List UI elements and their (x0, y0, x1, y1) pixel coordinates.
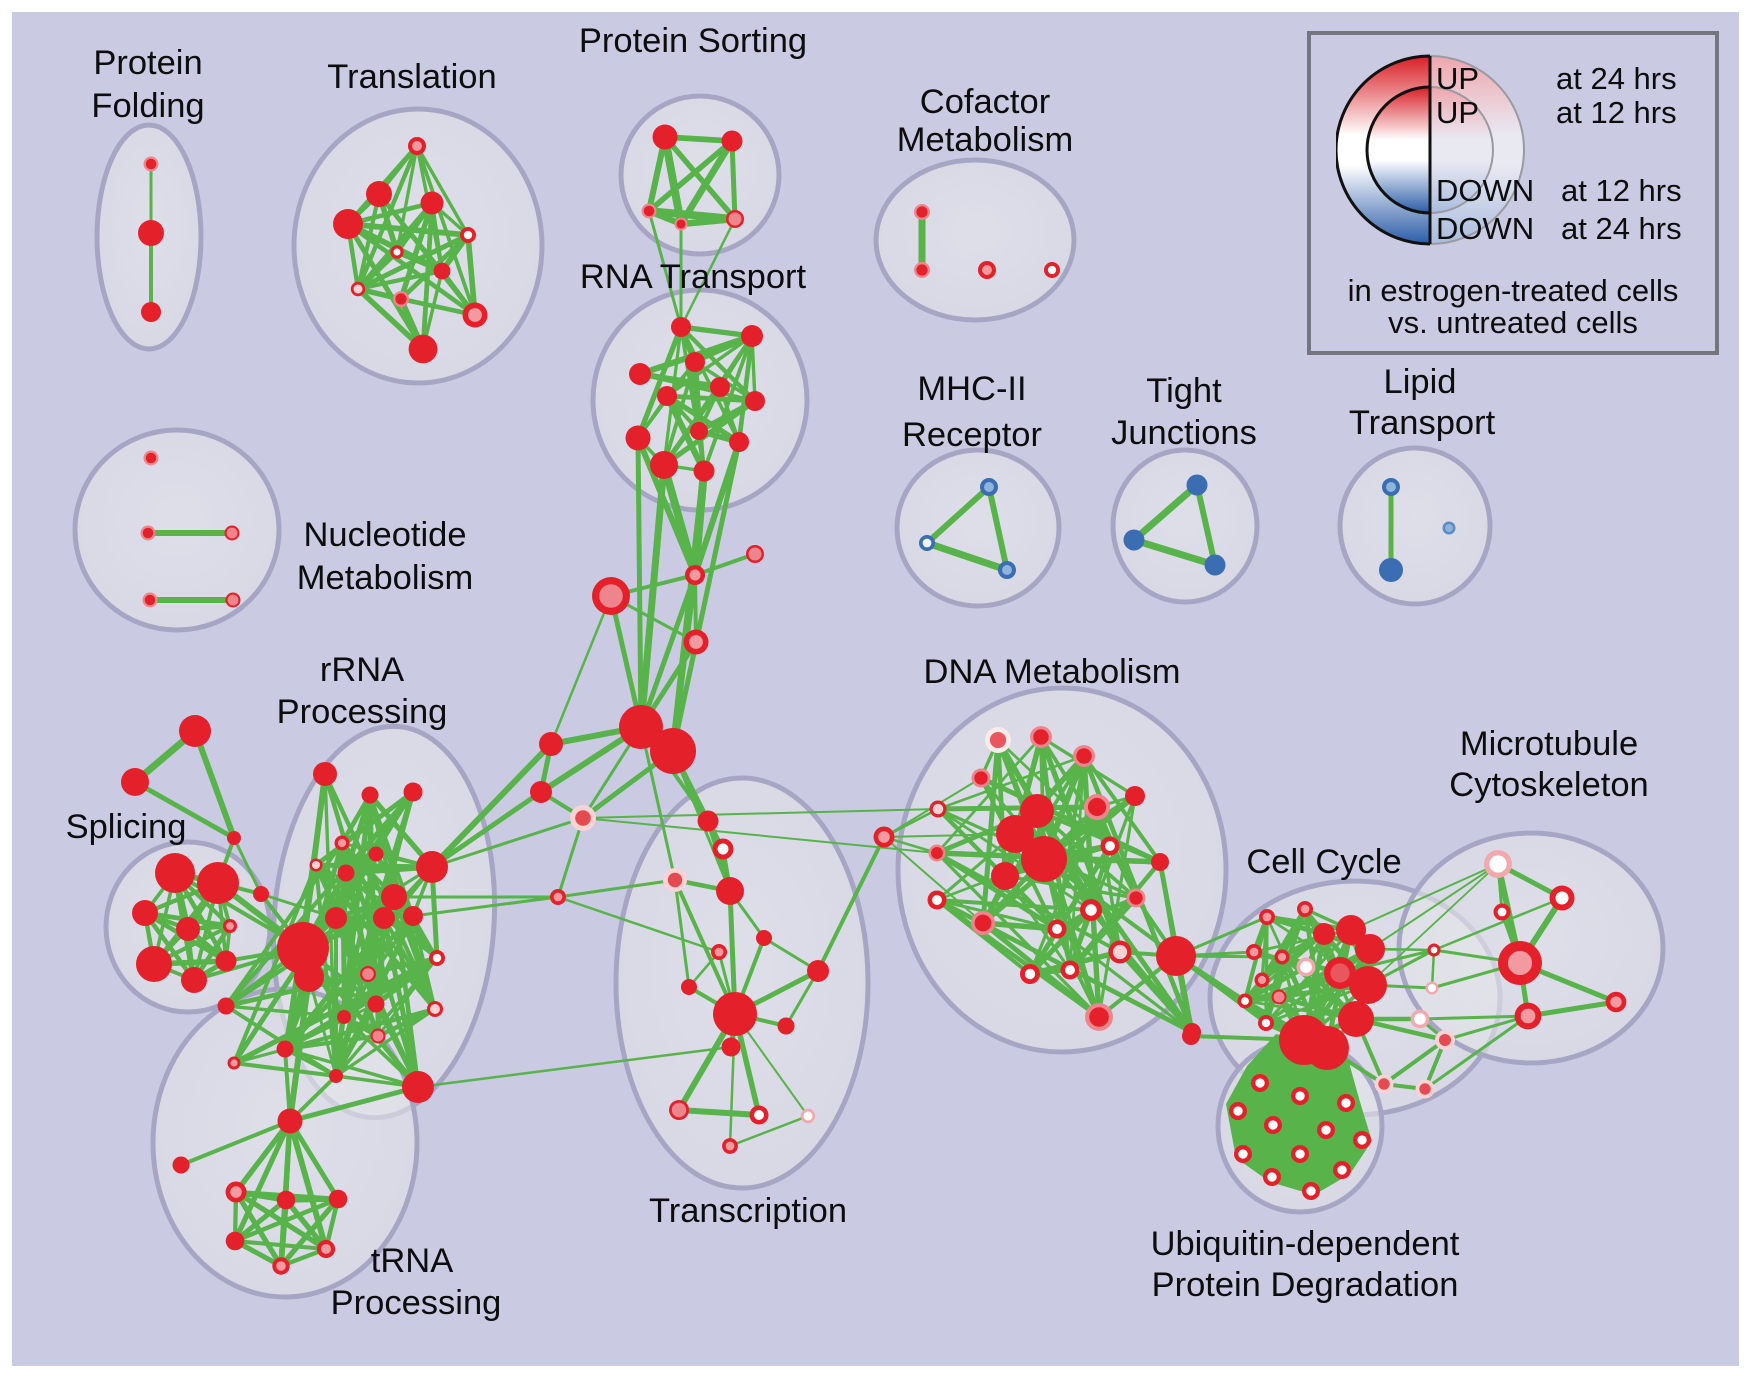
svg-text:RNA Transport: RNA Transport (580, 258, 807, 296)
svg-text:Protein Degradation: Protein Degradation (1152, 1266, 1459, 1304)
svg-text:Microtubule: Microtubule (1460, 725, 1638, 763)
svg-text:Splicing: Splicing (66, 808, 187, 846)
svg-text:Tight: Tight (1146, 372, 1222, 410)
svg-text:Folding: Folding (91, 87, 204, 125)
svg-text:Cofactor: Cofactor (920, 83, 1050, 121)
svg-text:DOWN: DOWN (1436, 173, 1534, 208)
svg-text:Metabolism: Metabolism (897, 121, 1073, 159)
svg-text:UP: UP (1436, 61, 1479, 96)
svg-text:at 24 hrs: at 24 hrs (1561, 211, 1682, 246)
svg-text:MHC-II: MHC-II (917, 370, 1026, 408)
svg-text:Processing: Processing (331, 1284, 502, 1322)
svg-text:at 12 hrs: at 12 hrs (1556, 95, 1677, 130)
svg-text:UP: UP (1436, 95, 1479, 130)
svg-text:Receptor: Receptor (902, 416, 1042, 454)
svg-text:at 12 hrs: at 12 hrs (1561, 173, 1682, 208)
svg-text:tRNA: tRNA (371, 1242, 453, 1280)
svg-text:rRNA: rRNA (320, 651, 404, 689)
svg-text:vs. untreated cells: vs. untreated cells (1388, 305, 1638, 340)
svg-text:Metabolism: Metabolism (297, 559, 473, 597)
svg-text:Transcription: Transcription (649, 1192, 847, 1230)
svg-text:Junctions: Junctions (1111, 414, 1257, 452)
svg-text:at 24 hrs: at 24 hrs (1556, 61, 1677, 96)
svg-text:Lipid: Lipid (1384, 363, 1457, 401)
svg-text:DOWN: DOWN (1436, 211, 1534, 246)
svg-text:Nucleotide: Nucleotide (303, 516, 466, 554)
svg-text:in estrogen-treated cells: in estrogen-treated cells (1348, 273, 1679, 308)
svg-text:Ubiquitin-dependent: Ubiquitin-dependent (1151, 1225, 1460, 1263)
svg-text:Transport: Transport (1349, 404, 1496, 442)
svg-text:Cytoskeleton: Cytoskeleton (1449, 766, 1648, 804)
svg-text:DNA Metabolism: DNA Metabolism (924, 653, 1181, 691)
svg-text:Protein: Protein (93, 44, 202, 82)
svg-text:Translation: Translation (327, 58, 496, 96)
svg-text:Cell Cycle: Cell Cycle (1246, 843, 1401, 881)
svg-text:Protein Sorting: Protein Sorting (579, 22, 807, 60)
svg-text:Processing: Processing (277, 693, 448, 731)
